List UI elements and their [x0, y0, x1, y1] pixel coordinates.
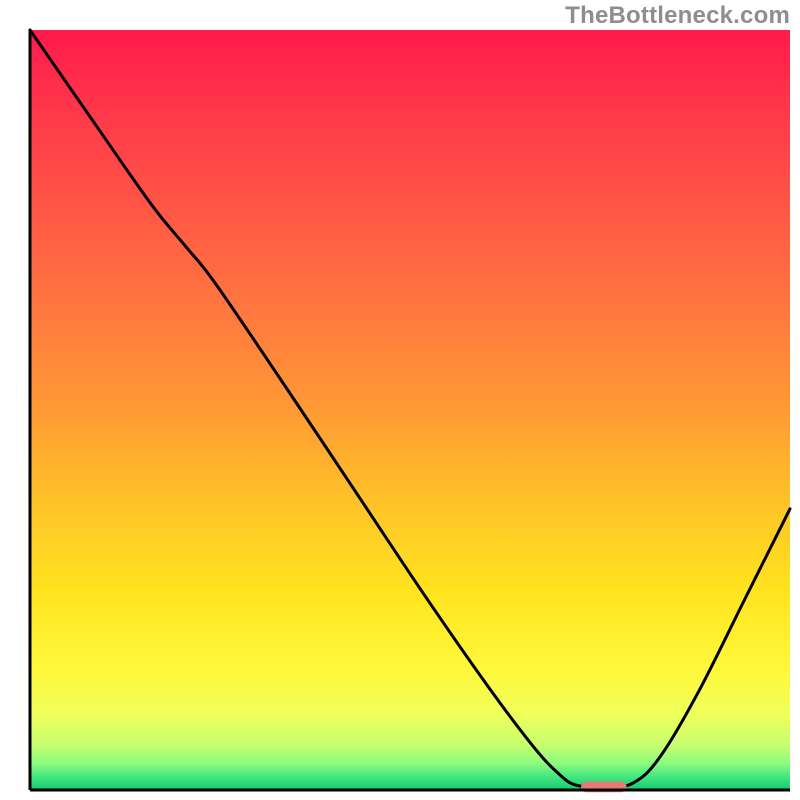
chart-svg [0, 0, 800, 800]
attribution-label: TheBottleneck.com [565, 2, 790, 30]
chart-root: TheBottleneck.com [0, 0, 800, 800]
plot-background [30, 30, 790, 790]
